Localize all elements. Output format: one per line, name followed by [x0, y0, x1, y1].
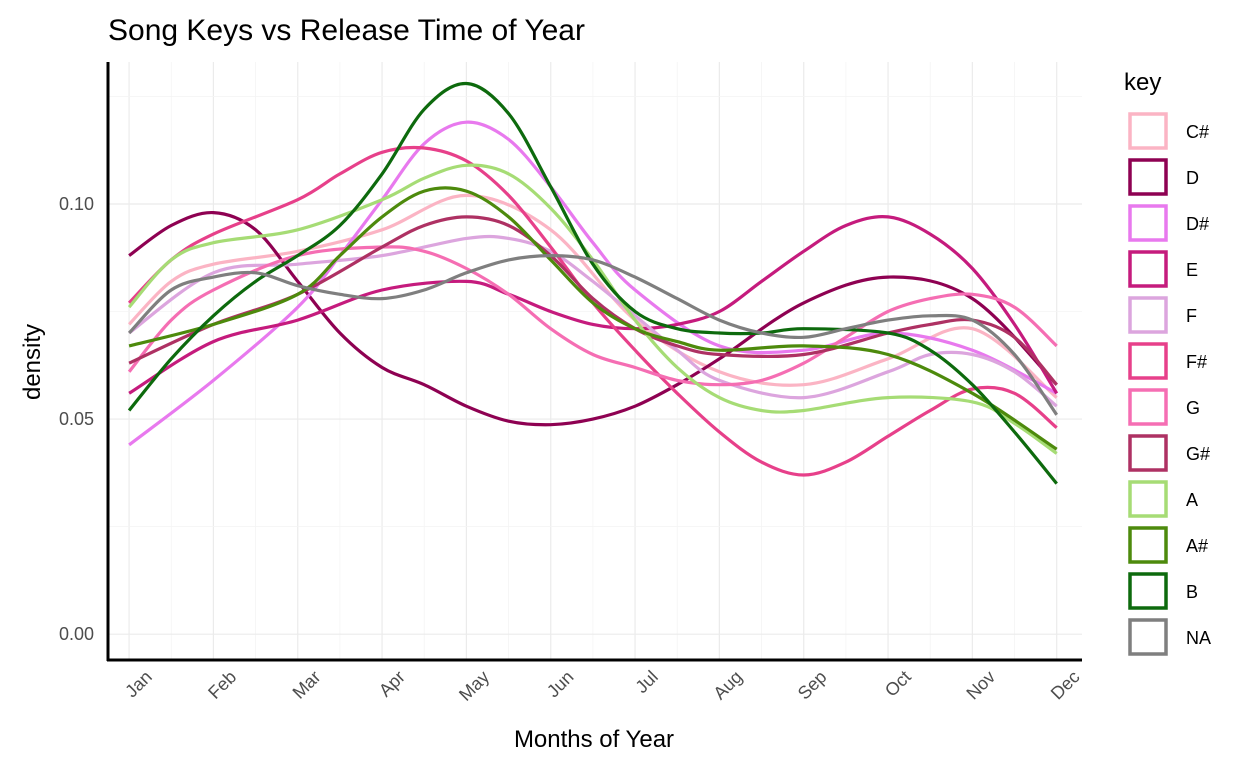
- x-tick-label: Jun: [543, 667, 578, 702]
- grid: [108, 62, 1082, 660]
- legend-swatch: [1128, 204, 1168, 242]
- legend-label: A#: [1186, 536, 1208, 556]
- x-tick-label: Oct: [881, 667, 915, 701]
- legend: C# D D# E F F# G G# A A# B NA: [1128, 112, 1211, 656]
- y-tick-labels: 0.00 0.05 0.10: [59, 194, 94, 644]
- legend-swatch: [1128, 158, 1168, 196]
- y-axis-title: density: [19, 324, 46, 400]
- legend-swatch: [1128, 434, 1168, 472]
- series-line-d-sharp: [128, 120, 1058, 447]
- y-tick-label: 0.10: [59, 194, 94, 214]
- chart-title: Song Keys vs Release Time of Year: [108, 14, 585, 47]
- x-tick-label: Aug: [709, 667, 746, 704]
- legend-swatch: [1128, 388, 1168, 426]
- series-line-c-sharp: [127, 193, 1058, 399]
- legend-label: B: [1186, 582, 1198, 602]
- legend-label: F: [1186, 306, 1197, 326]
- legend-swatch: [1128, 618, 1168, 656]
- x-tick-label: Dec: [1047, 667, 1084, 704]
- legend-swatch: [1128, 342, 1168, 380]
- legend-label: D#: [1186, 214, 1209, 234]
- legend-label: A: [1186, 490, 1198, 510]
- legend-swatch: [1128, 112, 1168, 150]
- legend-label: NA: [1186, 628, 1211, 648]
- x-tick-label: Apr: [375, 667, 409, 701]
- x-axis-title: Months of Year: [514, 726, 674, 753]
- y-tick-label: 0.00: [59, 624, 94, 644]
- x-tick-labels: Jan Feb Mar Apr May Jun Jul Aug Sep Oct Nov Dec: [121, 667, 1083, 705]
- axes: [106, 62, 1082, 662]
- series-line-na: [127, 254, 1059, 416]
- series-line-a-sharp: [128, 186, 1058, 451]
- x-tick-label: May: [455, 667, 493, 705]
- legend-swatch: [1128, 526, 1168, 564]
- x-tick-label: Sep: [794, 667, 831, 704]
- x-tick-label: Jul: [631, 667, 661, 697]
- legend-swatch: [1128, 572, 1168, 610]
- legend-swatch: [1128, 480, 1168, 518]
- legend-swatch: [1128, 296, 1168, 334]
- series-line-g-sharp: [128, 215, 1058, 386]
- legend-swatch: [1128, 250, 1168, 288]
- x-tick-label: Mar: [289, 667, 325, 703]
- legend-label: D: [1186, 168, 1199, 188]
- y-tick-label: 0.05: [59, 409, 94, 429]
- legend-label: G: [1186, 398, 1200, 418]
- legend-label: E: [1186, 260, 1198, 280]
- x-tick-label: Nov: [962, 667, 999, 704]
- x-tick-label: Jan: [121, 667, 156, 702]
- series-lines: [127, 81, 1059, 485]
- series-line-f-sharp: [127, 145, 1058, 477]
- legend-label: C#: [1186, 122, 1209, 142]
- series-line-b: [127, 81, 1058, 485]
- legend-label: G#: [1186, 444, 1210, 464]
- x-tick-label: Feb: [204, 667, 240, 703]
- legend-title: key: [1124, 69, 1161, 96]
- legend-label: F#: [1186, 352, 1207, 372]
